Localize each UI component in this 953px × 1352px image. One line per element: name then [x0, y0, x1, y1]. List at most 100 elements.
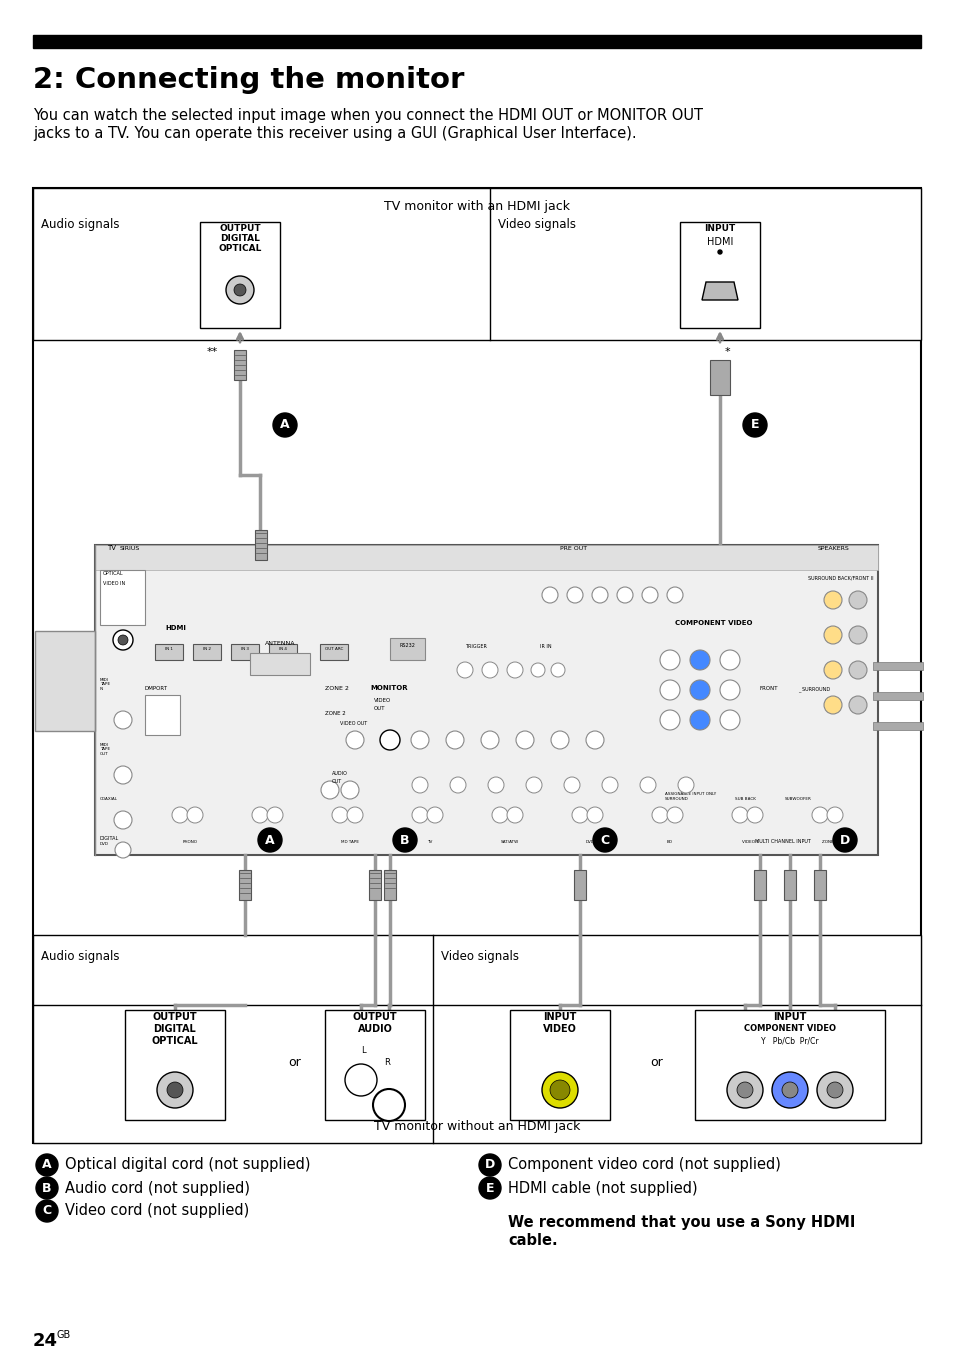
Text: VIDEO OUT: VIDEO OUT: [339, 721, 367, 726]
Text: MD TAPE: MD TAPE: [340, 840, 358, 844]
Text: IN 3: IN 3: [241, 648, 249, 652]
Text: TV: TV: [107, 545, 116, 552]
Text: B: B: [400, 833, 410, 846]
Circle shape: [617, 587, 633, 603]
Text: Audio signals: Audio signals: [41, 218, 119, 231]
Circle shape: [848, 696, 866, 714]
Bar: [95, 545, 877, 571]
Bar: [33, 936, 920, 1142]
Text: COMPONENT VIDEO: COMPONENT VIDEO: [675, 621, 752, 626]
Circle shape: [113, 811, 132, 829]
Text: 2: Connecting the monitor: 2: Connecting the monitor: [33, 66, 464, 95]
Text: OPTICAL: OPTICAL: [103, 571, 124, 576]
Text: B: B: [42, 1182, 51, 1195]
Text: Optical digital cord (not supplied): Optical digital cord (not supplied): [65, 1157, 310, 1172]
Text: We recommend that you use a Sony HDMI: We recommend that you use a Sony HDMI: [507, 1215, 855, 1230]
Text: VIDEO 1: VIDEO 1: [740, 840, 758, 844]
Circle shape: [506, 662, 522, 677]
Bar: [753, 869, 765, 900]
Text: IN 4: IN 4: [279, 648, 287, 652]
Circle shape: [233, 284, 246, 296]
Circle shape: [720, 710, 740, 730]
Circle shape: [586, 807, 602, 823]
Circle shape: [411, 731, 429, 749]
Text: R: R: [384, 1059, 390, 1067]
Circle shape: [481, 662, 497, 677]
Text: DMPORT: DMPORT: [145, 685, 168, 691]
Circle shape: [639, 777, 656, 794]
Text: SPEAKERS: SPEAKERS: [817, 546, 849, 552]
Text: **: **: [207, 347, 218, 357]
Text: or: or: [289, 1056, 301, 1068]
Bar: [319, 644, 348, 660]
Bar: [254, 530, 267, 560]
Circle shape: [332, 807, 348, 823]
Text: Y   Pb/Cb  Pr/Cr: Y Pb/Cb Pr/Cr: [760, 1036, 818, 1045]
Text: Video signals: Video signals: [497, 218, 576, 231]
Text: SURROUND: SURROUND: [664, 796, 688, 800]
Circle shape: [659, 680, 679, 700]
Circle shape: [737, 1082, 752, 1098]
Circle shape: [826, 807, 842, 823]
Text: ANTENNA: ANTENNA: [265, 641, 295, 646]
Circle shape: [823, 591, 841, 608]
Circle shape: [678, 777, 693, 794]
Bar: [695, 1010, 884, 1119]
Circle shape: [731, 807, 747, 823]
Circle shape: [848, 661, 866, 679]
Circle shape: [566, 587, 582, 603]
Text: PHONO: PHONO: [182, 840, 197, 844]
Text: Component video cord (not supplied): Component video cord (not supplied): [507, 1157, 781, 1172]
Circle shape: [525, 777, 541, 794]
Text: DVD: DVD: [585, 840, 594, 844]
Circle shape: [273, 412, 296, 437]
Text: DIGITAL: DIGITAL: [220, 234, 259, 243]
Text: Video cord (not supplied): Video cord (not supplied): [65, 1203, 249, 1218]
Text: Audio signals: Audio signals: [41, 950, 119, 963]
Text: GB: GB: [57, 1330, 71, 1340]
Text: VIDEO: VIDEO: [374, 698, 391, 703]
Bar: [390, 638, 424, 660]
Bar: [369, 869, 380, 900]
Circle shape: [36, 1201, 58, 1222]
Circle shape: [659, 710, 679, 730]
Text: BD: BD: [666, 840, 672, 844]
Bar: [709, 360, 729, 395]
Circle shape: [187, 807, 203, 823]
Bar: [269, 644, 296, 660]
Circle shape: [592, 587, 607, 603]
Text: 24: 24: [33, 1332, 58, 1351]
Text: OPTICAL: OPTICAL: [218, 243, 261, 253]
Text: _ SURROUND: _ SURROUND: [797, 685, 829, 692]
Circle shape: [36, 1155, 58, 1176]
Text: SA-CD: SA-CD: [263, 840, 276, 844]
Bar: [154, 644, 183, 660]
Text: OUTPUT: OUTPUT: [152, 1013, 197, 1022]
Circle shape: [345, 1064, 376, 1096]
Circle shape: [252, 807, 268, 823]
Bar: [35, 631, 95, 731]
Bar: [239, 869, 251, 900]
Bar: [813, 869, 825, 900]
Text: OUT ARC: OUT ARC: [324, 648, 343, 652]
Circle shape: [585, 731, 603, 749]
Bar: [33, 188, 920, 339]
Circle shape: [689, 650, 709, 671]
Bar: [100, 571, 145, 625]
Circle shape: [689, 680, 709, 700]
Text: HDMI: HDMI: [165, 625, 186, 631]
Circle shape: [531, 662, 544, 677]
Text: DIGITAL: DIGITAL: [153, 1023, 196, 1034]
Circle shape: [823, 696, 841, 714]
Text: DVD: DVD: [100, 842, 109, 846]
Circle shape: [480, 731, 498, 749]
Circle shape: [456, 662, 473, 677]
Circle shape: [340, 781, 358, 799]
Circle shape: [379, 730, 399, 750]
Bar: [193, 644, 221, 660]
Circle shape: [450, 777, 465, 794]
Text: OUT: OUT: [332, 779, 342, 784]
Text: SUB BACK: SUB BACK: [734, 796, 755, 800]
Circle shape: [771, 1072, 807, 1109]
Text: ZONE 2: ZONE 2: [325, 685, 349, 691]
